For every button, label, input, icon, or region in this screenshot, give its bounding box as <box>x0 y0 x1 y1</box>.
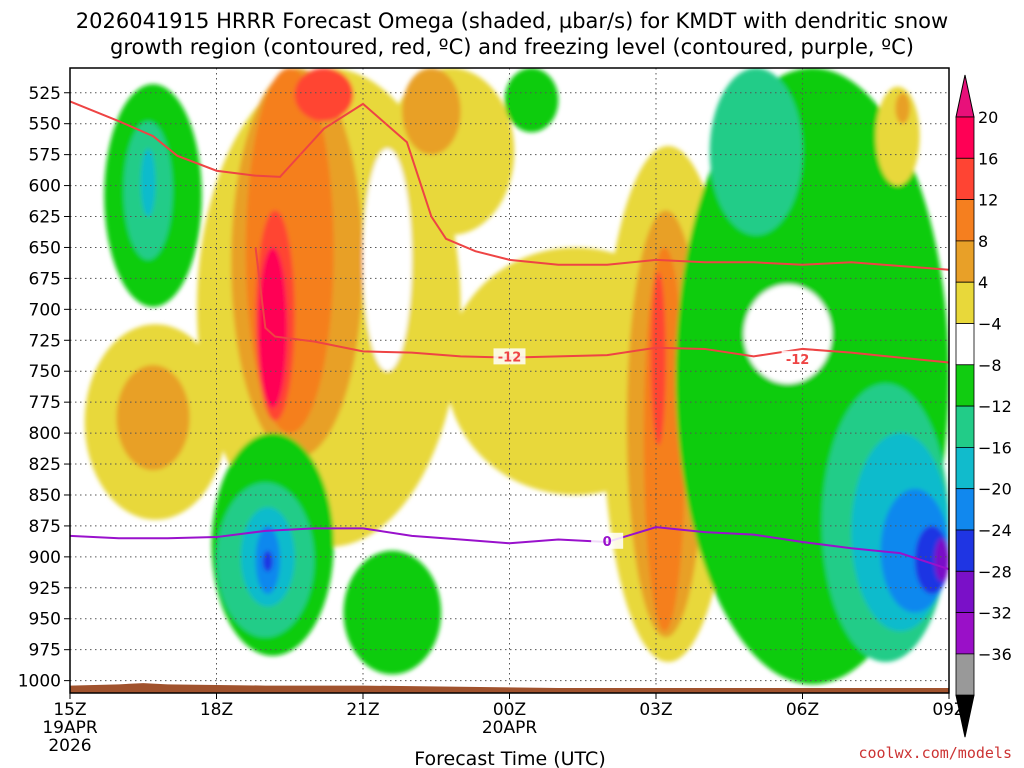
y-tick-label: 775 <box>29 393 61 413</box>
colorbar-label: −8 <box>978 356 1002 375</box>
y-tick-label: 625 <box>29 208 61 228</box>
colorbar-segment <box>955 405 975 448</box>
purple-east-lower <box>934 538 949 582</box>
colorbar-segment <box>955 116 975 159</box>
colorbar-label: 8 <box>978 232 988 251</box>
chart-title-line1: 2026041915 HRRR Forecast Omega (shaded, … <box>76 9 948 33</box>
x-tick-label: 03Z <box>639 700 672 720</box>
purple-west-dot <box>262 550 273 572</box>
colorbar-top-triangle <box>955 74 975 118</box>
colorbar-label: −16 <box>978 438 1012 457</box>
contour-label-bg <box>493 348 526 365</box>
x-tick-label: 18Z <box>200 700 233 720</box>
y-tick-label: 975 <box>29 641 61 661</box>
dgz-upper-isotherm <box>70 100 949 271</box>
terrain-layer <box>70 683 949 693</box>
y-tick-label: 650 <box>29 238 61 258</box>
colorbar-label: −12 <box>978 397 1012 416</box>
omega-shading <box>84 68 949 685</box>
x-tick-label: 15Z <box>53 700 86 720</box>
y-tick-label: 875 <box>29 517 61 537</box>
colorbar-segment <box>955 364 975 407</box>
white-hole-05z <box>743 284 832 384</box>
x-tick-label: 21Z <box>346 700 379 720</box>
x-tick-label: 06Z <box>786 700 819 720</box>
y-tick-label: 800 <box>29 424 61 444</box>
colorbar-segment <box>955 570 975 613</box>
colorbar-segment <box>955 488 975 531</box>
colorbar-segment <box>955 323 975 366</box>
y-tick-label: 525 <box>29 84 61 104</box>
y-tick-label: 900 <box>29 548 61 568</box>
y-tick-label: 850 <box>29 486 61 506</box>
colorbar-label: −20 <box>978 480 1012 499</box>
colorbar-segment <box>955 157 975 201</box>
credit-text: coolwx.com/models <box>858 744 1012 762</box>
colorbar-label: 4 <box>978 273 988 292</box>
chart-title-line2: growth region (contoured, red, ºC) and f… <box>110 35 914 59</box>
contour-label: -12 <box>786 353 810 368</box>
green-upper-mid <box>504 68 559 133</box>
magenta-core-lower <box>258 247 288 409</box>
plot-area: -12 -12 0 <box>69 67 950 694</box>
red-core-upper <box>294 68 354 122</box>
colorbar-segment <box>955 240 975 283</box>
colorbar-label: −28 <box>978 562 1012 581</box>
y-tick-label: 750 <box>29 362 61 382</box>
colorbar-segment <box>955 529 975 572</box>
y-tick-label: 925 <box>29 579 61 599</box>
teal-east-upper <box>709 68 803 236</box>
gridlines <box>70 68 949 693</box>
x-axis-title: Forecast Time (UTC) <box>414 748 605 768</box>
green-center-lower <box>343 550 442 675</box>
colorbar-label: −32 <box>978 604 1012 623</box>
colorbar-segment <box>955 653 975 696</box>
colorbar-segment <box>955 281 975 324</box>
contour-label: 0 <box>603 535 612 550</box>
y-tick-label: 725 <box>29 331 61 351</box>
x-tick-year: 2026 <box>48 736 91 756</box>
x-tick-label: 00Z <box>493 700 526 720</box>
y-tick-label: 1000 <box>18 672 61 692</box>
contour-label-bg <box>591 532 624 549</box>
dgz-lower-isotherm <box>254 247 949 364</box>
colorbar-segment <box>955 199 975 242</box>
white-hole-21z <box>363 148 412 372</box>
colorbar-label: 12 <box>978 191 998 210</box>
red-03z-core <box>651 272 666 446</box>
y-tick-label: 700 <box>29 300 61 320</box>
colorbar-label: −4 <box>978 315 1002 334</box>
freezing-level-0c <box>70 526 949 571</box>
terrain-surface <box>70 683 949 693</box>
y-tick-label: 675 <box>29 269 61 289</box>
contours: -12 -12 0 <box>70 100 949 571</box>
colorbar-label: −36 <box>978 645 1012 664</box>
y-tick-label: 950 <box>29 610 61 630</box>
colorbar-segment <box>955 612 975 655</box>
gold-upper-mid <box>402 68 461 155</box>
contour-label: -12 <box>498 350 522 365</box>
cyan-cell-upper-left <box>140 148 156 217</box>
colorbar-bottom-triangle <box>955 694 975 738</box>
y-tick-label: 575 <box>29 146 61 166</box>
colorbar-segment <box>955 446 975 490</box>
x-tick-date: 19APR <box>42 718 98 738</box>
y-tick-label: 600 <box>29 177 61 197</box>
colorbar: 20 16 12 8 4 −4 −8 −12 −16 −20 −24 −28 −32 −36 <box>955 74 1012 738</box>
y-tick-label: 550 <box>29 115 61 135</box>
x-tick-label: 09Z <box>932 700 965 720</box>
colorbar-label: 16 <box>978 149 998 168</box>
colorbar-label: −24 <box>978 521 1012 540</box>
y-tick-label: 825 <box>29 455 61 475</box>
x-tick-date: 20APR <box>482 718 538 738</box>
gold-east-upper <box>895 92 910 124</box>
colorbar-label: 20 <box>978 108 998 127</box>
gold-lobe-lower-left <box>116 365 190 471</box>
contour-label-bg <box>781 350 814 367</box>
y-axis: 525 550 575 600 625 650 675 700 725 750 775 800 825 8… <box>18 84 70 692</box>
